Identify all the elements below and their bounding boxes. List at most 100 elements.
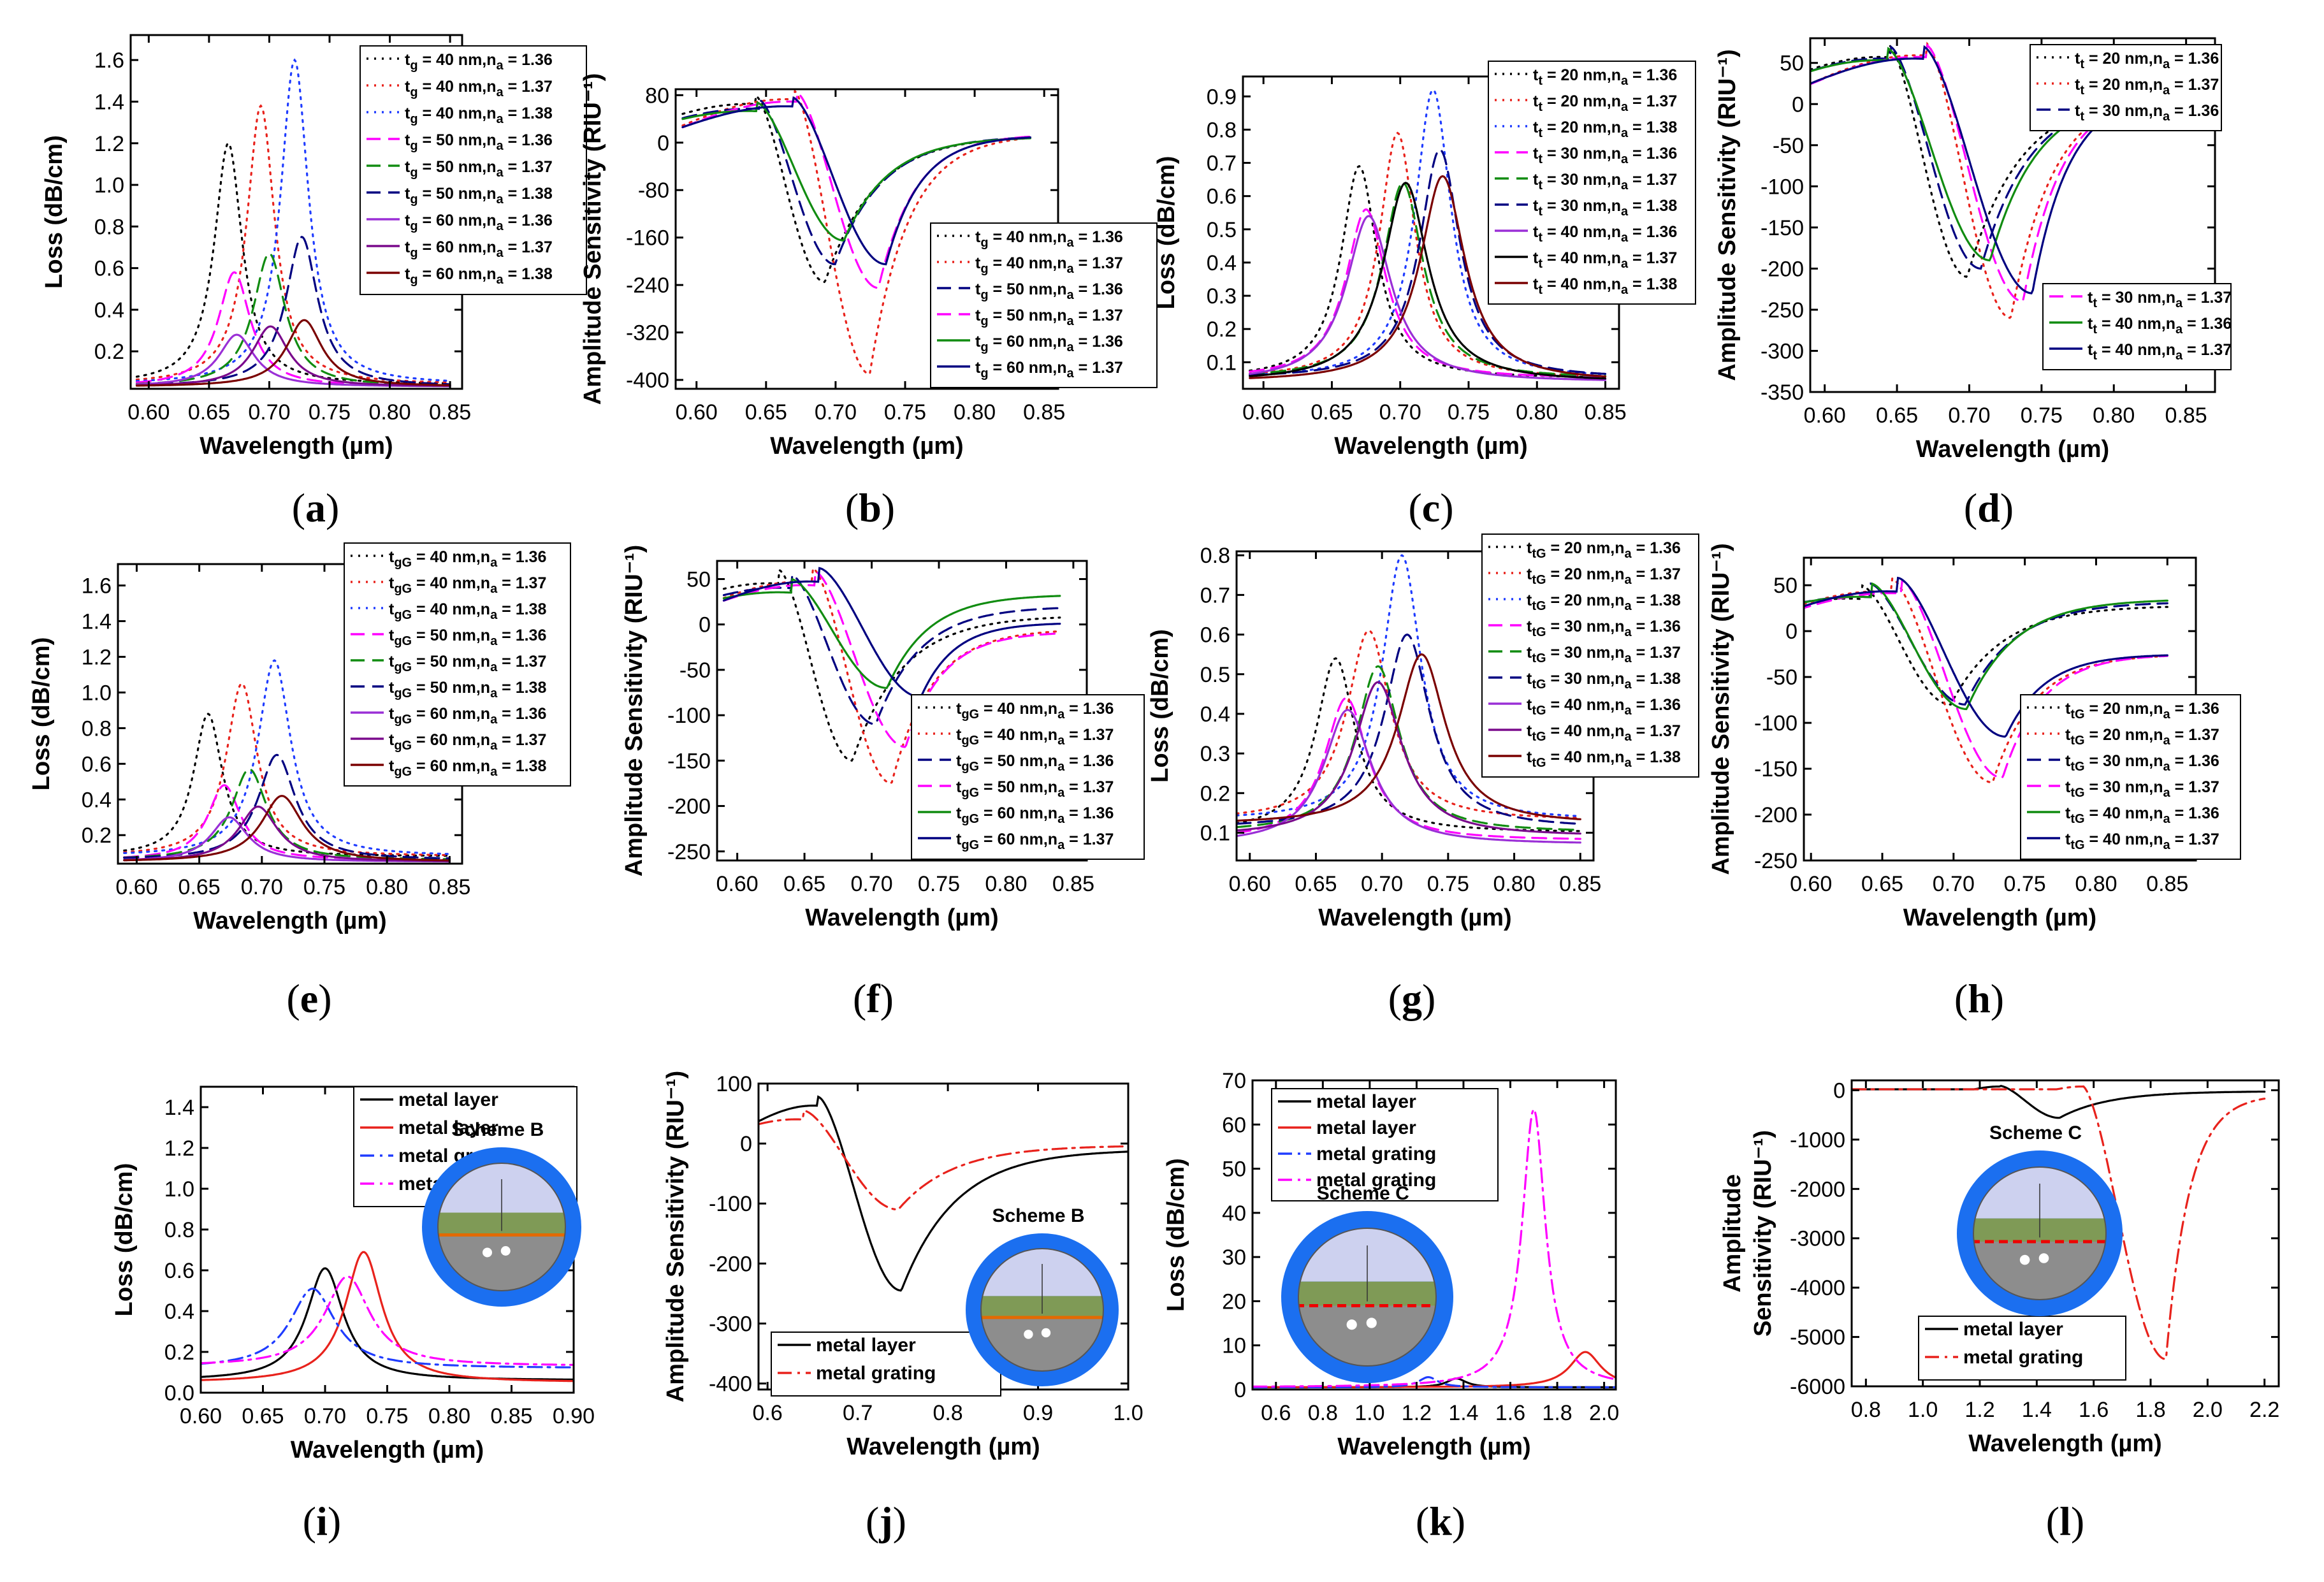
y-tick-label: 1.6 bbox=[82, 574, 112, 599]
legend-entry: tt = 20 nm,na = 1.37 bbox=[2075, 76, 2219, 98]
legend-entry: tt = 30 nm,na = 1.38 bbox=[1533, 197, 1677, 219]
scheme-label: Scheme C bbox=[1989, 1122, 2082, 1143]
y-tick-label: 70 bbox=[1222, 1069, 1246, 1093]
x-tick-label: 0.75 bbox=[2021, 403, 2063, 428]
series-line-8 bbox=[1237, 681, 1581, 835]
legend-entry: tg = 40 nm,na = 1.37 bbox=[975, 254, 1123, 276]
y-tick-label: -100 bbox=[1761, 175, 1804, 199]
x-tick-label: 1.8 bbox=[1542, 1401, 1572, 1425]
legend: tg = 40 nm,na = 1.36 tg = 40 nm,na = 1.37… bbox=[930, 222, 1158, 388]
y-tick-label: -4000 bbox=[1790, 1276, 1845, 1300]
y-tick-label: 0.8 bbox=[1207, 118, 1237, 142]
x-tick-label: 0.60 bbox=[1790, 872, 1832, 896]
series-line-1 bbox=[123, 713, 451, 857]
legend-entry: tg = 50 nm,na = 1.36 bbox=[975, 280, 1123, 302]
series-line-4 bbox=[123, 784, 451, 861]
y-axis-label: Loss (dB/cm) bbox=[28, 637, 55, 791]
panel-caption-c: (c) bbox=[1408, 485, 1454, 530]
scheme-inset: Scheme C bbox=[1957, 1122, 2123, 1316]
x-tick-label: 0.80 bbox=[2075, 872, 2117, 896]
series-line-9 bbox=[1249, 175, 1607, 379]
series-line-5 bbox=[681, 101, 1031, 242]
legend-entry: ttG = 40 nm,na = 1.36 bbox=[2065, 804, 2219, 826]
y-tick-label: 0.9 bbox=[1207, 85, 1237, 109]
legend-entry: tgG = 40 nm,na = 1.36 bbox=[956, 700, 1114, 722]
y-tick-label: 0 bbox=[1234, 1378, 1246, 1402]
legend-entry: metal layer bbox=[398, 1089, 498, 1110]
x-tick-label: 0.70 bbox=[850, 872, 892, 896]
y-tick-label: 1.4 bbox=[164, 1096, 194, 1120]
x-tick-label: 0.70 bbox=[248, 400, 290, 425]
y-tick-label: -300 bbox=[709, 1312, 752, 1336]
series-group bbox=[1253, 1107, 1616, 1389]
series-line-4 bbox=[722, 570, 1061, 748]
x-tick-label: 1.6 bbox=[2079, 1398, 2109, 1422]
legend-entry: tgG = 60 nm,na = 1.37 bbox=[389, 731, 546, 753]
legend: tt = 20 nm,na = 1.36 tt = 20 nm,na = 1.37… bbox=[1488, 61, 1696, 305]
x-axis-label: Wavelength (µm) bbox=[200, 433, 393, 460]
series-line-4 bbox=[1253, 1107, 1616, 1388]
y-tick-label: 50 bbox=[1773, 574, 1797, 598]
legend-entry: tg = 50 nm,na = 1.38 bbox=[405, 185, 553, 207]
y-tick-label: 1.0 bbox=[164, 1177, 194, 1201]
x-tick-label: 0.80 bbox=[985, 872, 1027, 896]
y-tick-label: 0.8 bbox=[164, 1218, 194, 1242]
y-axis-label: Amplitude Sensitivity (RIU⁻¹) bbox=[579, 73, 606, 405]
x-tick-label: 0.65 bbox=[188, 400, 230, 425]
x-axis-label: Wavelength (µm) bbox=[291, 1437, 484, 1463]
x-tick-label: 0.80 bbox=[366, 875, 408, 899]
y-tick-label: 0 bbox=[699, 613, 711, 637]
legend-entry: ttG = 40 nm,na = 1.38 bbox=[1527, 748, 1681, 770]
legend-entry: tt = 40 nm,na = 1.37 bbox=[1533, 249, 1677, 271]
legend-entry: tg = 50 nm,na = 1.36 bbox=[405, 131, 553, 153]
legend-entry: tgG = 60 nm,na = 1.36 bbox=[389, 705, 546, 727]
y-tick-label: 1.2 bbox=[94, 132, 124, 156]
legend-entry: tgG = 60 nm,na = 1.38 bbox=[389, 757, 546, 779]
y-tick-label: 20 bbox=[1222, 1289, 1246, 1314]
x-tick-label: 0.60 bbox=[1229, 872, 1271, 896]
y-tick-label: 0.4 bbox=[164, 1300, 194, 1324]
x-tick-label: 0.65 bbox=[1311, 400, 1353, 425]
x-tick-label: 0.65 bbox=[745, 400, 787, 425]
legend-entry: ttG = 40 nm,na = 1.37 bbox=[1527, 722, 1681, 744]
y-tick-label: 0 bbox=[1792, 92, 1804, 117]
y-tick-label: -200 bbox=[667, 795, 711, 819]
x-tick-label: 0.85 bbox=[429, 400, 471, 425]
x-tick-label: 1.8 bbox=[2135, 1398, 2165, 1422]
x-tick-label: 0.9 bbox=[1023, 1401, 1053, 1425]
x-tick-label: 0.75 bbox=[309, 400, 351, 425]
x-tick-label: 2.2 bbox=[2249, 1398, 2279, 1422]
series-line-7 bbox=[135, 333, 451, 388]
y-tick-label: -250 bbox=[1761, 298, 1804, 323]
x-tick-label: 0.85 bbox=[490, 1404, 532, 1428]
legend-entry: tt = 40 nm,na = 1.36 bbox=[1533, 223, 1677, 245]
legend-entry: ttG = 40 nm,na = 1.37 bbox=[2065, 831, 2219, 852]
legend-entry: tgG = 50 nm,na = 1.37 bbox=[389, 653, 546, 674]
panel-caption-d: (d) bbox=[1963, 485, 2014, 530]
panel-j: 0.6 0.7 0.8 0.9 1.0 -400 -300 -200 -100 0 100 Wavel… bbox=[662, 1071, 1144, 1460]
series-group bbox=[1852, 1085, 2266, 1360]
legend-entry: metal grating bbox=[1316, 1170, 1436, 1191]
x-axis-label: Wavelength (µm) bbox=[1337, 1433, 1530, 1460]
y-tick-label: 0 bbox=[740, 1132, 752, 1156]
x-tick-label: 0.85 bbox=[1023, 400, 1065, 425]
x-tick-label: 0.70 bbox=[304, 1404, 346, 1428]
y-tick-label: 0.8 bbox=[82, 716, 112, 741]
scheme-inset: Scheme C bbox=[1281, 1183, 1453, 1383]
legend-entry: tgG = 50 nm,na = 1.37 bbox=[956, 778, 1114, 800]
y-tick-label: 0.4 bbox=[94, 298, 124, 323]
y-tick-label: 0 bbox=[1833, 1078, 1845, 1103]
legend-entry: tt = 40 nm,na = 1.38 bbox=[1533, 275, 1677, 297]
x-tick-label: 0.75 bbox=[366, 1404, 408, 1428]
y-axis-label: Amplitude Sensitivity (RIU⁻¹) bbox=[1708, 543, 1734, 874]
x-axis-label: Wavelength (µm) bbox=[1916, 436, 2109, 463]
x-tick-label: 0.70 bbox=[1361, 872, 1403, 896]
series-line-2 bbox=[1852, 1085, 2266, 1360]
panel-b: 0.60 0.65 0.70 0.75 0.80 0.85 -400 -320 -240 -160… bbox=[579, 73, 1158, 460]
y-tick-label: -50 bbox=[1773, 134, 1804, 158]
x-tick-label: 0.8 bbox=[933, 1401, 962, 1425]
x-tick-label: 0.8 bbox=[1308, 1401, 1338, 1425]
y-tick-label: -6000 bbox=[1790, 1375, 1845, 1399]
x-tick-label: 0.80 bbox=[368, 400, 410, 425]
x-tick-label: 0.60 bbox=[676, 400, 718, 425]
